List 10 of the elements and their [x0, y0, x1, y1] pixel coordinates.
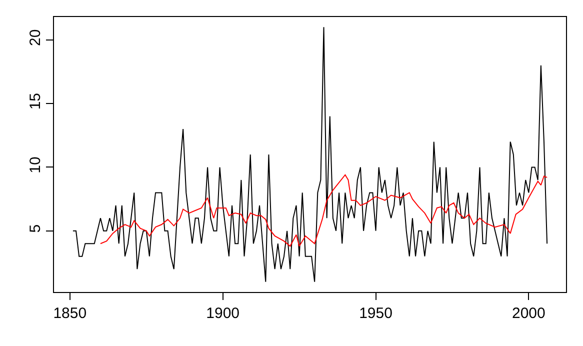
line-series	[100, 174, 548, 247]
y-tick-label: 10	[27, 156, 44, 174]
y-tick-label: 15	[27, 92, 44, 110]
line-series	[72, 26, 548, 282]
x-tick-label: 2000	[512, 305, 546, 322]
x-tick-label: 1900	[206, 305, 240, 322]
y-tick-label: 20	[27, 29, 44, 46]
y-tick-label: 5	[27, 224, 44, 233]
x-tick-label: 1850	[53, 305, 87, 322]
x-tick-label: 1950	[359, 305, 392, 322]
